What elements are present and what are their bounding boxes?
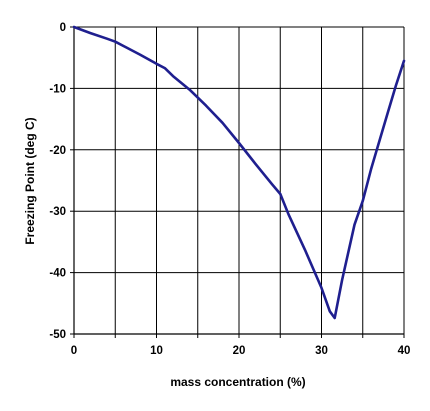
x-tick-label: 20: [233, 345, 246, 357]
x-tick-label: 10: [150, 345, 163, 357]
x-tick-label: 30: [315, 345, 328, 357]
x-tick-labels: 0 10 20 30 40: [71, 345, 411, 357]
y-tick-label: 0: [60, 22, 66, 34]
series-line: [72, 25, 406, 320]
y-axis-title: Freezing Point (deg C): [23, 117, 37, 244]
y-tick-label: -30: [49, 206, 66, 218]
y-tick-label: -40: [49, 268, 66, 280]
y-tick-label: -20: [49, 145, 66, 157]
y-tick-label: -50: [49, 329, 66, 341]
grid: [73, 26, 405, 335]
series-layer: [72, 25, 406, 320]
x-tick-label: 0: [71, 345, 77, 357]
y-tick-label: -10: [49, 83, 66, 95]
x-axis-title: mass concentration (%): [170, 375, 305, 389]
axes: [70, 26, 405, 338]
y-tick-labels: 0 -10 -20 -30 -40 -50: [49, 22, 66, 341]
x-tick-label: 40: [398, 345, 411, 357]
